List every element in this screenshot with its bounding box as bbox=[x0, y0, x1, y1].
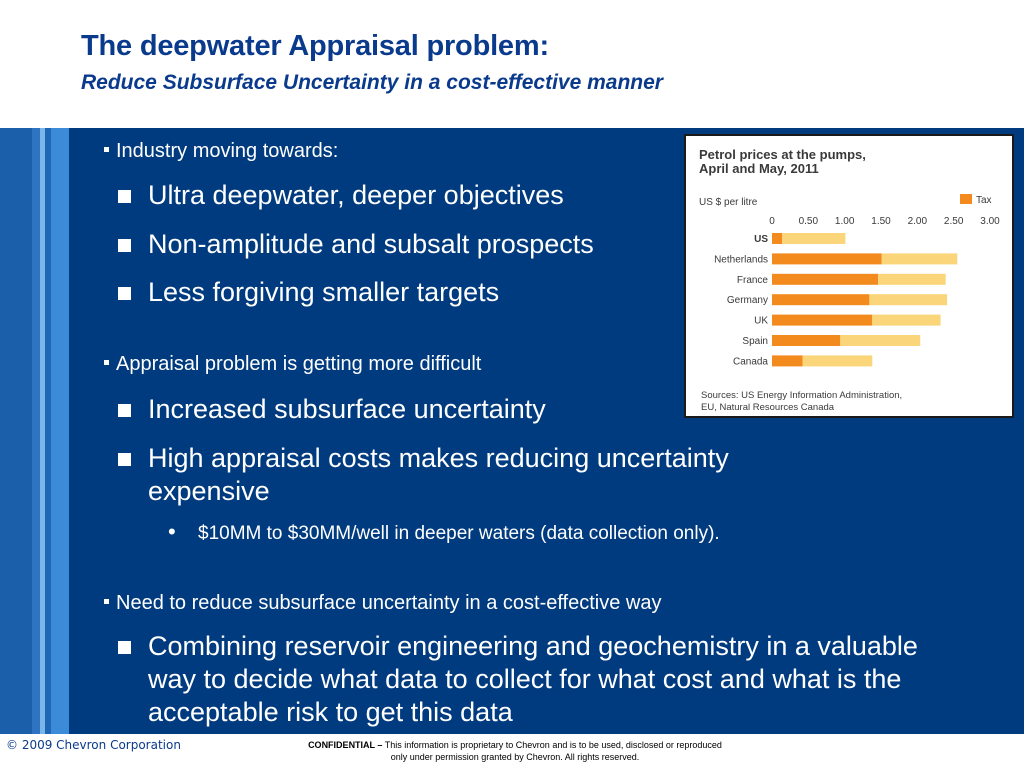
bar-pretax bbox=[869, 294, 948, 306]
decorative-stripe bbox=[32, 128, 40, 734]
bullet-item: Ultra deepwater, deeper objectives bbox=[118, 179, 564, 212]
bar-tax bbox=[772, 335, 841, 346]
bar-pretax bbox=[802, 355, 873, 367]
bar-tax bbox=[772, 253, 882, 265]
square-bullet-icon bbox=[118, 453, 131, 466]
bar-tax bbox=[772, 294, 870, 306]
title-area: The deepwater Appraisal problem: Reduce … bbox=[0, 0, 1024, 128]
x-tick-label: 3.00 bbox=[980, 216, 1000, 227]
confidential-line1: This information is proprietary to Chevr… bbox=[384, 740, 722, 750]
legend-label: Tax bbox=[976, 195, 992, 206]
bar-tax bbox=[772, 314, 873, 326]
decorative-stripe bbox=[0, 128, 32, 734]
chart-ylabel: US $ per litre bbox=[699, 197, 758, 208]
bullet-marker bbox=[104, 147, 109, 153]
bullet-item: High appraisal costs makes reducing unce… bbox=[118, 442, 838, 508]
sub-bullet-item: • $10MM to $30MM/well in deeper waters (d… bbox=[168, 519, 720, 544]
decorative-stripe bbox=[51, 128, 69, 734]
copyright: © 2009 Chevron Corporation bbox=[6, 738, 181, 752]
category-label: Spain bbox=[742, 336, 768, 347]
bullet-item: Combining reservoir engineering and geoc… bbox=[118, 630, 918, 729]
footer: © 2009 Chevron Corporation CONFIDENTIAL … bbox=[0, 734, 1024, 768]
category-label: Canada bbox=[733, 356, 768, 367]
chart-source-line2: EU, Natural Resources Canada bbox=[701, 402, 835, 413]
bar-tax bbox=[772, 355, 803, 367]
chart-title-line2: April and May, 2011 bbox=[699, 161, 819, 176]
bullet-marker bbox=[104, 360, 109, 366]
x-tick-label: 1.50 bbox=[871, 216, 891, 227]
bullet-item: Non-amplitude and subsalt prospects bbox=[118, 228, 594, 261]
square-bullet-icon bbox=[118, 287, 131, 300]
confidential-line2: only under permission granted by Chevron… bbox=[390, 752, 640, 762]
category-label: Germany bbox=[727, 295, 768, 306]
category-label: UK bbox=[754, 316, 768, 327]
petrol-price-chart: Petrol prices at the pumps, April and Ma… bbox=[684, 134, 1014, 418]
bar-pretax bbox=[878, 273, 946, 285]
bar-pretax bbox=[782, 233, 846, 244]
section-heading: Industry moving towards: bbox=[104, 140, 338, 163]
x-tick-label: 2.50 bbox=[944, 216, 964, 227]
legend-swatch bbox=[960, 194, 972, 204]
bullet-item: Increased subsurface uncertainty bbox=[118, 393, 546, 426]
bar-pretax bbox=[881, 253, 958, 265]
x-tick-label: 2.00 bbox=[908, 216, 928, 227]
category-label: US bbox=[754, 234, 768, 245]
slide-title: The deepwater Appraisal problem: bbox=[81, 30, 549, 62]
square-bullet-icon bbox=[118, 641, 131, 654]
dot-bullet-icon: • bbox=[168, 519, 176, 544]
chart-svg: Petrol prices at the pumps, April and Ma… bbox=[699, 147, 1000, 413]
x-tick-label: 1.00 bbox=[835, 216, 855, 227]
square-bullet-icon bbox=[118, 239, 131, 252]
square-bullet-icon bbox=[118, 404, 131, 417]
square-bullet-icon bbox=[118, 190, 131, 203]
confidential-label: CONFIDENTIAL – bbox=[308, 740, 383, 750]
decorative-stripe bbox=[45, 128, 51, 734]
confidential-notice: CONFIDENTIAL – This information is propr… bbox=[270, 739, 760, 763]
category-label: Netherlands bbox=[714, 254, 768, 265]
x-tick-label: 0 bbox=[769, 216, 775, 227]
bar-pretax bbox=[840, 335, 921, 346]
bar-tax bbox=[772, 233, 783, 244]
bar-pretax bbox=[872, 314, 941, 326]
chart-title-line1: Petrol prices at the pumps, bbox=[699, 147, 866, 162]
bar-tax bbox=[772, 273, 879, 285]
category-label: France bbox=[737, 275, 769, 286]
x-tick-label: 0.50 bbox=[799, 216, 819, 227]
bullet-item: Less forgiving smaller targets bbox=[118, 276, 499, 309]
section-heading: Appraisal problem is getting more diffic… bbox=[104, 353, 481, 376]
bullet-marker bbox=[104, 599, 109, 605]
chart-source-line1: Sources: US Energy Information Administr… bbox=[701, 390, 902, 401]
section-heading: Need to reduce subsurface uncertainty in… bbox=[104, 592, 661, 615]
decorative-stripe bbox=[40, 128, 45, 734]
slide-subtitle: Reduce Subsurface Uncertainty in a cost-… bbox=[81, 71, 663, 94]
